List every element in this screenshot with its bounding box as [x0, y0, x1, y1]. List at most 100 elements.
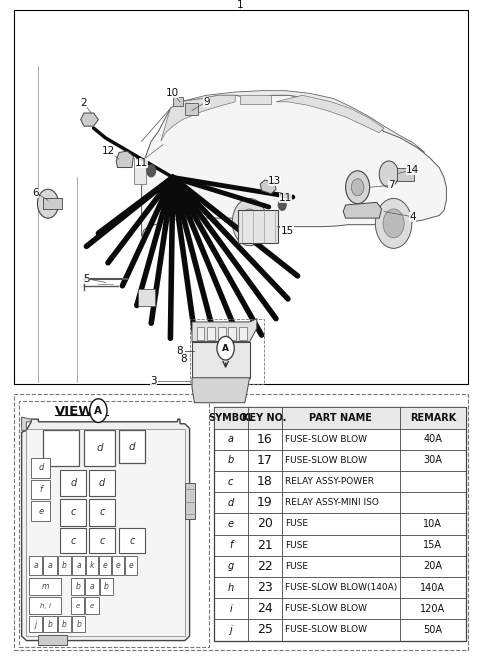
- Text: 1: 1: [237, 0, 243, 10]
- Bar: [239, 327, 247, 340]
- Text: 21: 21: [257, 539, 273, 552]
- Circle shape: [232, 198, 267, 246]
- Text: k: k: [90, 561, 95, 570]
- Polygon shape: [240, 95, 271, 104]
- Bar: [72, 616, 85, 632]
- Text: d: d: [99, 478, 105, 488]
- Polygon shape: [116, 151, 133, 168]
- Bar: [112, 556, 124, 575]
- Bar: [31, 480, 50, 499]
- Bar: [185, 483, 195, 519]
- Polygon shape: [161, 95, 235, 141]
- Bar: [238, 210, 278, 243]
- Text: c: c: [228, 476, 233, 487]
- Text: 20A: 20A: [423, 561, 443, 572]
- Bar: [89, 499, 115, 526]
- Text: c: c: [99, 535, 105, 546]
- Text: e: e: [103, 561, 108, 570]
- Text: FUSE-SLOW BLOW: FUSE-SLOW BLOW: [285, 435, 367, 443]
- Text: RELAY ASSY-MINI ISO: RELAY ASSY-MINI ISO: [285, 498, 379, 507]
- Text: A: A: [222, 344, 229, 353]
- Circle shape: [379, 161, 398, 187]
- Bar: [228, 327, 236, 340]
- Text: b: b: [62, 620, 67, 629]
- Polygon shape: [142, 95, 446, 237]
- Polygon shape: [276, 95, 384, 133]
- Text: FUSE: FUSE: [285, 541, 308, 550]
- Polygon shape: [260, 180, 276, 194]
- Text: a: a: [90, 581, 95, 591]
- Text: 6: 6: [33, 187, 39, 198]
- Text: 11: 11: [279, 193, 292, 204]
- Text: VIEW: VIEW: [55, 405, 94, 418]
- Bar: [192, 342, 250, 378]
- Text: 24: 24: [257, 602, 273, 615]
- Text: j: j: [229, 625, 232, 635]
- Text: m: m: [41, 581, 49, 591]
- Bar: [31, 458, 50, 478]
- Text: 40A: 40A: [423, 434, 442, 444]
- Bar: [43, 198, 62, 209]
- Text: FUSE-SLOW BLOW: FUSE-SLOW BLOW: [285, 456, 367, 465]
- Text: b: b: [228, 455, 234, 465]
- Circle shape: [147, 165, 156, 177]
- Text: g: g: [228, 561, 234, 572]
- Text: FUSE: FUSE: [285, 520, 308, 528]
- Text: h, i: h, i: [40, 602, 50, 609]
- Text: 1: 1: [237, 0, 243, 10]
- Bar: [58, 556, 71, 575]
- Bar: [100, 578, 113, 595]
- Circle shape: [351, 179, 364, 196]
- Text: b: b: [76, 620, 81, 629]
- Text: A: A: [95, 405, 102, 416]
- Bar: [214, 407, 466, 641]
- Polygon shape: [22, 417, 31, 430]
- Polygon shape: [81, 113, 98, 126]
- Text: 25: 25: [257, 623, 273, 637]
- Text: 14: 14: [406, 164, 420, 175]
- Polygon shape: [170, 91, 425, 152]
- Text: 10A: 10A: [423, 519, 442, 529]
- Text: e: e: [129, 561, 133, 570]
- Text: 8: 8: [180, 354, 187, 365]
- Bar: [29, 556, 42, 575]
- Bar: [71, 578, 84, 595]
- Text: 23: 23: [257, 581, 273, 594]
- Bar: [119, 528, 145, 553]
- Bar: [89, 470, 115, 496]
- Text: 17: 17: [257, 454, 273, 467]
- Text: h: h: [228, 583, 234, 593]
- Circle shape: [90, 399, 107, 422]
- Bar: [72, 556, 85, 575]
- Circle shape: [240, 209, 259, 235]
- Text: e: e: [116, 561, 120, 570]
- Text: 30A: 30A: [423, 455, 442, 465]
- Bar: [207, 327, 215, 340]
- Circle shape: [217, 336, 234, 360]
- Text: FUSE-SLOW BLOW: FUSE-SLOW BLOW: [285, 604, 367, 613]
- Polygon shape: [22, 419, 190, 641]
- Text: b: b: [62, 561, 67, 570]
- Bar: [214, 407, 466, 428]
- Circle shape: [37, 189, 59, 218]
- Bar: [85, 578, 99, 595]
- Text: i: i: [229, 604, 232, 614]
- Bar: [138, 289, 155, 306]
- Text: a: a: [33, 561, 38, 570]
- Bar: [29, 597, 61, 614]
- Text: 8: 8: [177, 346, 183, 357]
- Text: 15: 15: [280, 226, 294, 237]
- Text: 18: 18: [257, 475, 273, 488]
- Text: f: f: [39, 485, 42, 494]
- Bar: [60, 470, 86, 496]
- Bar: [197, 327, 204, 340]
- Text: RELAY ASSY-POWER: RELAY ASSY-POWER: [285, 477, 374, 486]
- Bar: [134, 158, 146, 184]
- Bar: [29, 616, 42, 632]
- Bar: [99, 556, 111, 575]
- Polygon shape: [192, 378, 250, 403]
- Text: 11: 11: [135, 158, 148, 168]
- Text: 7: 7: [388, 180, 395, 191]
- Bar: [29, 578, 61, 595]
- Text: 2: 2: [81, 98, 87, 108]
